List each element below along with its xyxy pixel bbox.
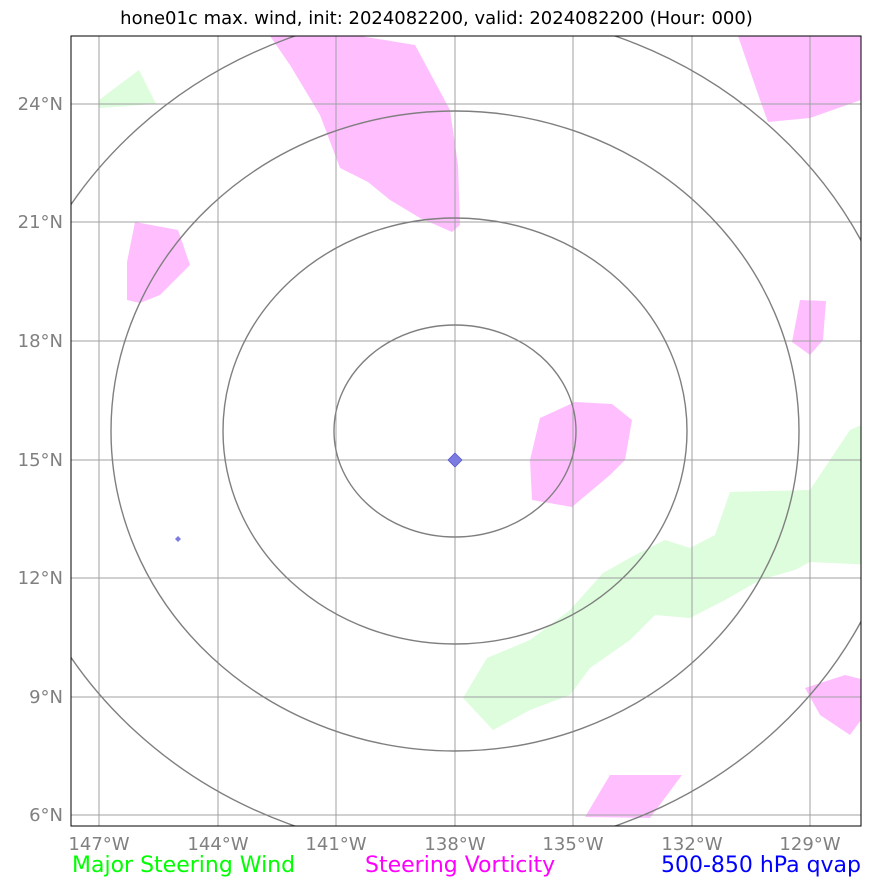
range-ring-2 bbox=[222, 217, 688, 645]
vorticity-area-center bbox=[530, 402, 632, 507]
lon-tick-141: 141°W bbox=[305, 834, 366, 855]
legend-steering-vorticity: Steering Vorticity bbox=[365, 853, 556, 878]
lon-tick-129: 129°W bbox=[779, 834, 840, 855]
qvap-markers bbox=[175, 452, 463, 542]
lon-tick-147: 147°W bbox=[68, 834, 129, 855]
plot-frame bbox=[70, 35, 862, 827]
lat-tick-6: 6°N bbox=[29, 805, 63, 826]
lon-tick-138: 138°W bbox=[424, 834, 485, 855]
vorticity-area-east-small bbox=[792, 300, 826, 355]
lat-tick-15: 15°N bbox=[18, 450, 63, 471]
vorticity-area-south bbox=[585, 775, 682, 818]
lon-tick-135: 135°W bbox=[542, 834, 603, 855]
range-ring-3 bbox=[110, 110, 800, 752]
legend-qvap: 500-850 hPa qvap bbox=[660, 853, 861, 878]
lat-tick-24: 24°N bbox=[18, 94, 63, 115]
lat-tick-labels: 24°N 21°N 18°N 15°N 12°N 9°N 6°N bbox=[18, 94, 63, 826]
steering-wind-area-northwest bbox=[99, 70, 156, 108]
lat-tick-9: 9°N bbox=[29, 687, 63, 708]
steering-wind-areas bbox=[99, 70, 861, 730]
lat-tick-21: 21°N bbox=[18, 212, 63, 233]
storm-center-marker bbox=[447, 452, 463, 468]
steering-vorticity-areas bbox=[127, 36, 861, 818]
vorticity-area-west bbox=[127, 222, 190, 303]
vorticity-area-northeast bbox=[738, 36, 861, 122]
range-rings bbox=[71, 36, 861, 826]
lat-tick-18: 18°N bbox=[18, 331, 63, 352]
steering-wind-area-southeast bbox=[463, 425, 861, 730]
qvap-marker-small bbox=[175, 536, 181, 542]
vorticity-area-north bbox=[270, 36, 460, 232]
legend-steering-wind: Major Steering Wind bbox=[72, 853, 296, 878]
lon-tick-132: 132°W bbox=[661, 834, 722, 855]
map-title: hone01c max. wind, init: 2024082200, val… bbox=[120, 8, 753, 29]
lat-tick-12: 12°N bbox=[18, 568, 63, 589]
lon-tick-labels: 147°W 144°W 141°W 138°W 135°W 132°W 129°… bbox=[68, 834, 840, 855]
vorticity-area-southeast bbox=[805, 675, 861, 735]
range-ring-1 bbox=[333, 324, 577, 538]
lon-tick-144: 144°W bbox=[187, 834, 248, 855]
gridlines bbox=[71, 36, 861, 826]
